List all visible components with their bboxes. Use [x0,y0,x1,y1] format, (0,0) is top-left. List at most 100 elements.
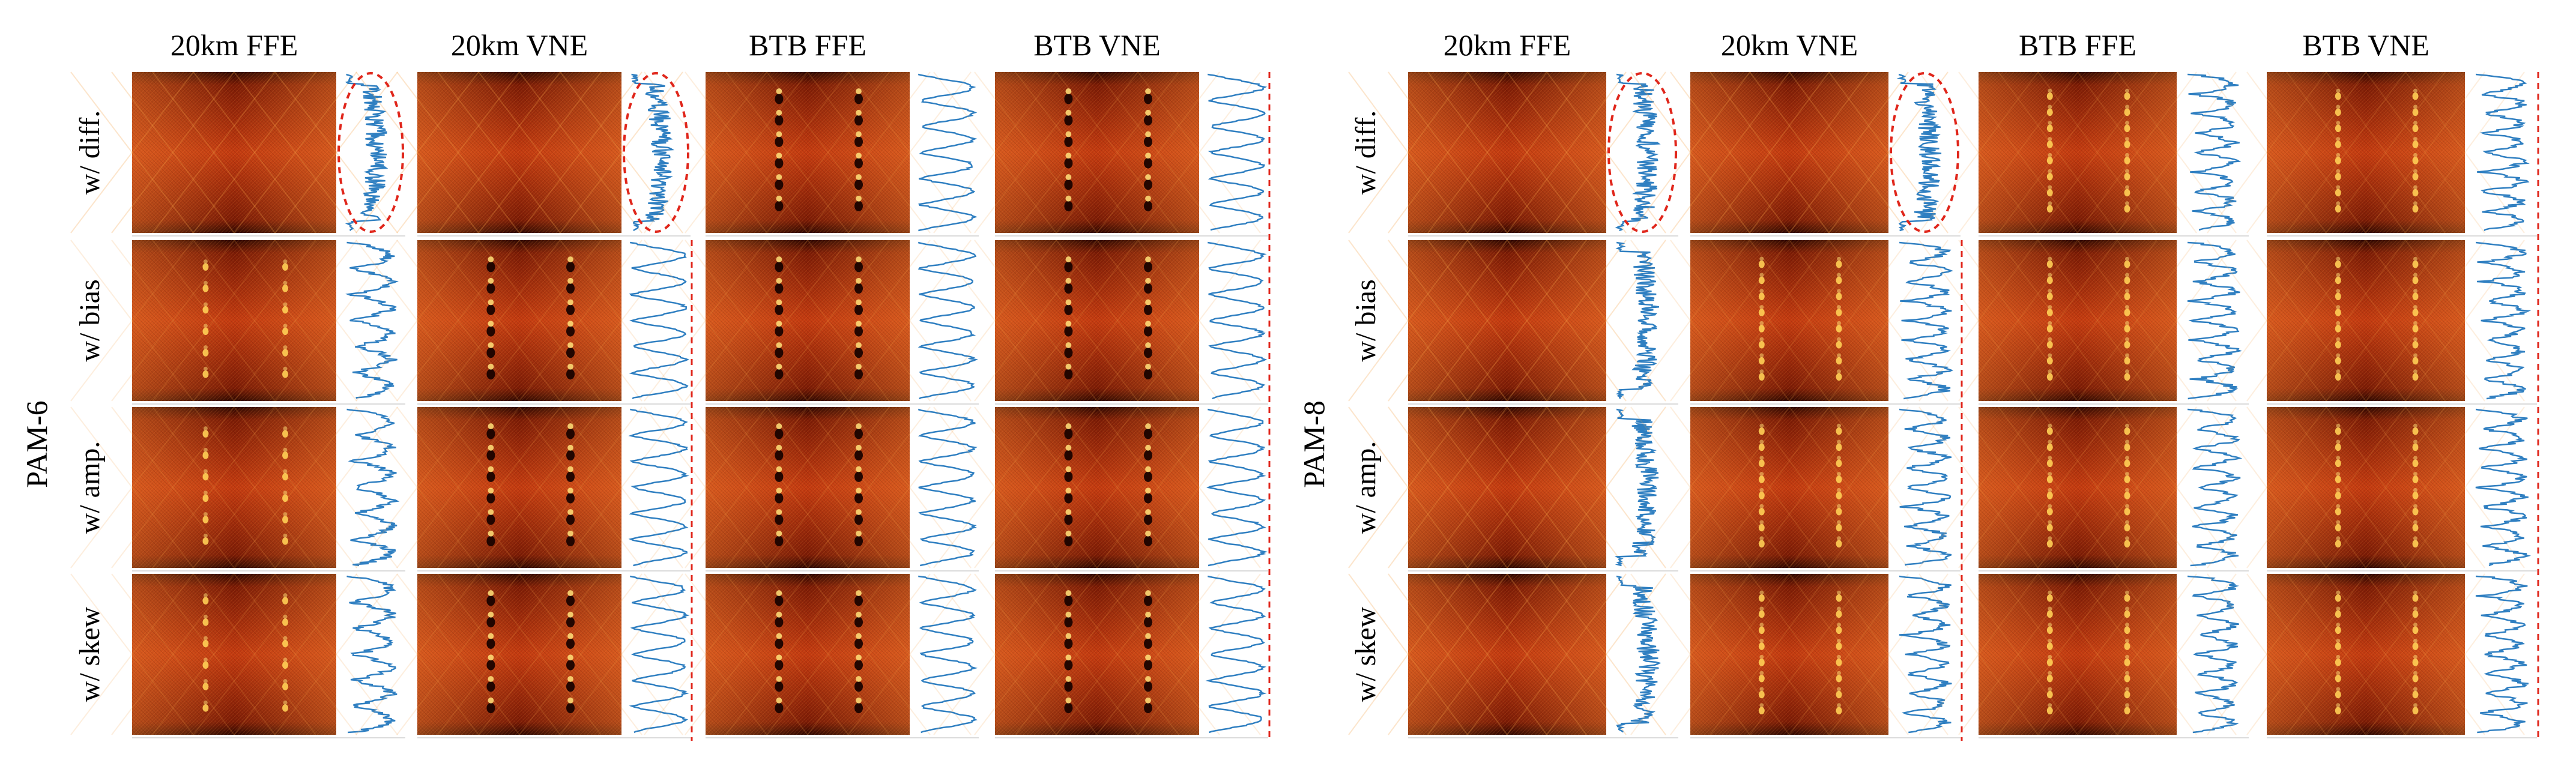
eye-level-dot [854,471,863,482]
eye-level-dot [1144,201,1152,212]
eye-level-dot [2335,507,2341,516]
row-label: w/ bias [1350,279,1382,361]
eye-level-dot [1064,450,1073,461]
eye-level-dot [2335,92,2341,100]
eye-level-dot [1836,540,1842,548]
amplitude-histogram [628,408,690,567]
eye-level-dot [775,450,784,461]
eye-level-dot [2412,276,2419,285]
eye-cell [1630,71,1961,237]
eye-level-dot [2046,140,2053,148]
eye-level-dot [282,451,288,459]
eye-level-dot [2046,507,2053,516]
eye-level-dot [1836,373,1842,381]
eye-level-dot [566,638,575,649]
eye-cell [933,573,1268,738]
eye-level-dot [2335,626,2341,635]
eye-level-dot [854,261,863,273]
eye-level-dot [2046,443,2053,451]
eye-level-dot [854,179,863,190]
eye-level-dot [1064,369,1073,380]
eye-level-dot [2046,157,2053,164]
eye-level-dot [486,595,495,606]
eye-cell [1918,240,2249,405]
eye-level-dot [282,618,288,626]
eye-level-dot [2335,188,2341,197]
eye-level-dot [1064,347,1073,358]
row-label: w/ diff. [1350,110,1382,195]
amplitude-histogram [918,408,978,567]
eye-level-dot [2124,674,2130,683]
eye-diagram [1918,240,2237,402]
eye-level-dot [2124,292,2130,301]
column-header: BTB VNE [2302,28,2429,62]
eye-level-dot [1144,261,1152,273]
eye-level-dot [1144,369,1152,380]
row-label: w/ amp. [1350,441,1382,534]
eye-level-dot [1836,674,1842,683]
eye-level-dot [1758,626,1765,635]
eye-level-dot [775,617,784,628]
eye-level-dot [1144,471,1152,482]
eye-level-dot [775,514,784,525]
eye-diagram [2207,573,2525,735]
amplitude-histogram [2187,241,2242,400]
eye-level-dot [854,702,863,714]
eye-level-dot [1064,681,1073,692]
eye-level-dot [1064,158,1073,169]
eye-level-dot [282,597,288,605]
eye-level-dot [2124,443,2130,451]
eye-level-dot [2412,260,2419,268]
eye-level-dot [2046,523,2053,532]
eye-level-dot [2335,140,2341,148]
row-label: w/ diff. [74,110,106,195]
eye-level-dot [1144,428,1152,439]
eye-level-dot [1758,357,1765,365]
eye-level-dot [486,702,495,714]
eye-level-dot [1836,610,1842,618]
eye-level-dot [1758,523,1765,532]
eye-level-dot [2124,642,2130,650]
eye-level-dot [1064,283,1073,294]
amplitude-histogram [1207,241,1268,400]
eye-diagram [933,240,1261,402]
eye-level-dot [1836,707,1842,715]
eye-diagram [2207,406,2525,568]
amplitude-histogram [1208,73,1268,231]
eye-level-dot [1064,179,1073,190]
eye-level-dot [1144,179,1152,190]
eye-level-dot [2124,523,2130,532]
eye-level-dot [1836,427,1842,435]
eye-cell [644,71,979,237]
eye-level-dot [2335,459,2341,468]
eye-level-dot [854,450,863,461]
eye-level-dot [1064,201,1073,212]
eye-level-dot [1144,115,1152,126]
amplitude-histogram [1899,575,1952,734]
eye-level-dot [282,306,288,314]
eye-level-dot [202,704,209,712]
eye-cell [1348,240,1678,405]
eye-level-dot [1064,617,1073,628]
amplitude-histogram [2187,73,2242,231]
eye-level-dot [282,516,288,523]
eye-level-dot [2124,325,2130,333]
amplitude-histogram [346,408,400,567]
eye-level-dot [486,261,495,273]
panel-pam8: PAM-8 20km FFE 20km VNE BTB FFE BTB VNE w/ … [1297,28,2539,741]
format-label-pam6: PAM-6 [20,400,53,487]
eye-level-dot [2335,260,2341,268]
eye-level-dot [1144,617,1152,628]
eye-diagram [933,573,1261,735]
eye-level-dot [486,681,495,692]
eye-level-dot [1064,93,1073,104]
eye-level-dot [2046,92,2053,100]
eye-level-dot [1758,475,1765,483]
eye-cell [355,406,691,571]
row-label: w/ skew [1350,606,1382,702]
eye-level-dot [202,285,209,292]
eye-level-dot [2046,492,2053,499]
amplitude-histogram [2187,408,2243,567]
column-header: BTB FFE [2019,28,2136,62]
